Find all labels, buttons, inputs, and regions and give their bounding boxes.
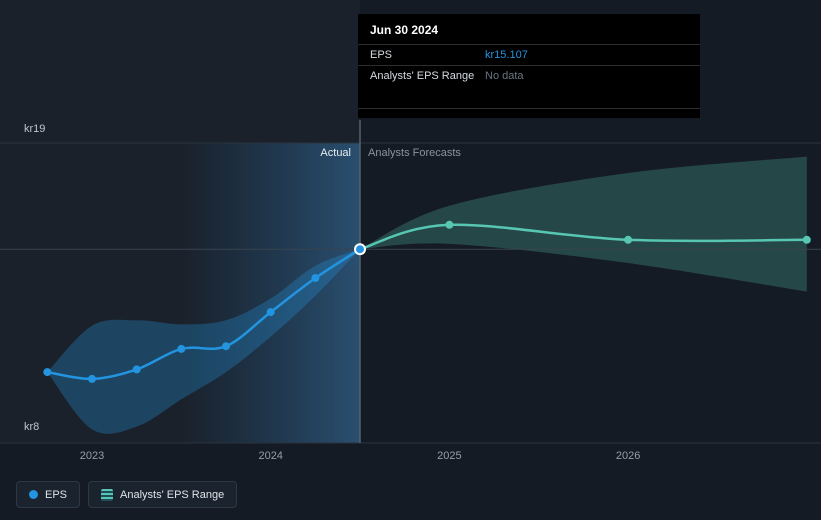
eps-data-point[interactable] bbox=[132, 365, 141, 374]
range-band-icon bbox=[101, 488, 114, 501]
forecast-data-point[interactable] bbox=[802, 235, 811, 244]
tooltip-range-row: Analysts' EPS Range No data bbox=[358, 66, 700, 86]
eps-data-point[interactable] bbox=[222, 342, 230, 351]
eps-forecast-line bbox=[358, 223, 809, 251]
tooltip-divider-mid bbox=[358, 65, 700, 66]
x-tick-label: 2026 bbox=[616, 450, 640, 462]
chart-gridlines bbox=[0, 142, 821, 444]
actual-range-band bbox=[47, 249, 361, 434]
eps-chart[interactable]: 2023 2024 2025 2026 bbox=[0, 0, 821, 470]
chart-range-bands bbox=[47, 156, 807, 434]
eps-data-point[interactable] bbox=[43, 368, 52, 377]
forecast-range-band bbox=[360, 156, 807, 292]
actual-phase-label: Actual bbox=[320, 147, 351, 159]
chart-legend: EPS Analysts' EPS Range bbox=[16, 481, 238, 508]
eps-data-point[interactable] bbox=[88, 374, 96, 383]
eps-dot-icon bbox=[29, 490, 38, 499]
tooltip-range-value: No data bbox=[485, 70, 524, 82]
x-tick-label: 2024 bbox=[258, 450, 282, 462]
legend-eps-label: EPS bbox=[45, 488, 68, 501]
last-12m-highlight-region bbox=[181, 143, 360, 443]
forecast-phase-label: Analysts Forecasts bbox=[368, 147, 461, 159]
legend-item-range[interactable]: Analysts' EPS Range bbox=[88, 481, 238, 508]
x-tick-label: 2025 bbox=[437, 450, 461, 462]
hovered-data-point[interactable] bbox=[354, 243, 366, 256]
tooltip-eps-value: kr15.107 bbox=[485, 49, 528, 61]
x-axis-tick-labels: 2023 2024 2025 2026 bbox=[80, 450, 641, 462]
x-tick-label: 2023 bbox=[80, 450, 104, 462]
eps-data-point[interactable] bbox=[311, 274, 320, 282]
forecast-data-point[interactable] bbox=[624, 235, 633, 244]
tooltip-divider-bottom bbox=[358, 108, 700, 109]
legend-range-label: Analysts' EPS Range bbox=[120, 488, 225, 501]
eps-data-point[interactable] bbox=[177, 344, 186, 353]
y-axis-label-top: kr19 bbox=[24, 123, 46, 135]
forecast-data-point[interactable] bbox=[445, 220, 454, 229]
legend-item-eps[interactable]: EPS bbox=[16, 481, 81, 508]
tooltip-date: Jun 30 2024 bbox=[370, 23, 439, 37]
chart-data-points[interactable] bbox=[43, 220, 811, 383]
tooltip-eps-row: EPS kr15.107 bbox=[358, 45, 700, 65]
tooltip-eps-label: EPS bbox=[370, 49, 393, 61]
y-axis-label-bottom: kr8 bbox=[24, 421, 40, 433]
tooltip-divider-top bbox=[358, 44, 700, 45]
chart-background-regions bbox=[0, 0, 360, 443]
chart-tooltip: Jun 30 2024 EPS kr15.107 Analysts' EPS R… bbox=[358, 14, 700, 118]
tooltip-range-label: Analysts' EPS Range bbox=[370, 70, 475, 82]
eps-data-point[interactable] bbox=[266, 308, 275, 317]
